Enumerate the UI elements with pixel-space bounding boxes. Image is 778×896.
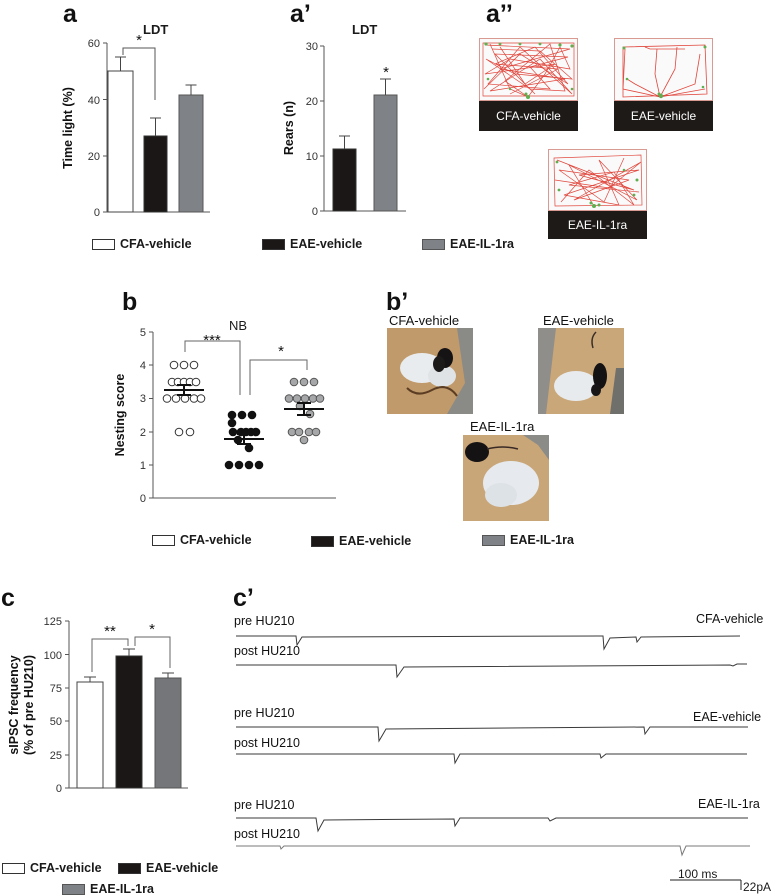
svg-text:3: 3	[140, 393, 146, 405]
legend-swatch	[62, 883, 85, 895]
legend-swatch	[92, 238, 115, 250]
bar-chart-c: sIPSC frequency (% of pre HU210) 125 100…	[7, 616, 188, 795]
chart-title-b: NB	[229, 318, 248, 333]
trace-label-post: post HU210	[234, 827, 301, 841]
svg-text:20: 20	[88, 151, 100, 163]
legend-item-eae-vehicle: EAE-vehicle	[118, 861, 218, 875]
trace-label-pre: pre HU210	[234, 706, 295, 720]
svg-text:20: 20	[306, 96, 318, 108]
legend-item-cfa-vehicle: CFA-vehicle	[92, 237, 192, 251]
svg-text:100: 100	[44, 650, 62, 662]
legend-swatch	[482, 534, 505, 546]
legend-item-eae-il1ra: EAE-IL-1ra	[482, 533, 574, 547]
track-path-icon	[553, 154, 643, 208]
svg-text:60: 60	[88, 38, 100, 50]
svg-text:75: 75	[50, 683, 62, 695]
legend-item-cfa-vehicle: CFA-vehicle	[2, 861, 102, 875]
significance-c-right: *	[149, 621, 155, 638]
legend-item-eae-vehicle: EAE-vehicle	[311, 534, 411, 548]
scale-bar-current-label: 22pA	[743, 880, 772, 894]
bar-cfa-vehicle	[107, 70, 134, 213]
legend-item-eae-il1ra: EAE-IL-1ra	[422, 237, 514, 251]
svg-text:10: 10	[306, 151, 318, 163]
legend-swatch	[2, 862, 25, 874]
significance-b-right: *	[278, 343, 284, 360]
bar-eae-il1ra	[373, 94, 398, 212]
svg-text:1: 1	[140, 460, 146, 472]
significance-c-left: **	[104, 623, 116, 640]
legend-item-eae-vehicle: EAE-vehicle	[262, 237, 362, 251]
panel-label-a-double-prime: a’’	[486, 0, 513, 28]
data-points-cfa-vehicle	[162, 360, 206, 437]
bar-cfa-vehicle	[76, 681, 104, 789]
nest-photo-cfa-vehicle	[387, 328, 473, 414]
track-path-icon	[482, 42, 575, 99]
y-axis-label-c-line2: (% of pre HU210)	[22, 655, 36, 755]
track-path-icon	[622, 44, 708, 99]
legend-swatch	[262, 238, 285, 250]
scatter-chart-b: Nesting score 5 4 3 2 1 0	[113, 327, 336, 505]
panel-label-a: a	[63, 0, 77, 28]
svg-text:125: 125	[44, 616, 62, 628]
svg-text:25: 25	[50, 750, 62, 762]
y-axis-label-c-line1: sIPSC frequency	[7, 655, 21, 754]
bar-chart-a-prime: Rears (n) 30 20 10 0 *	[282, 41, 406, 218]
track-label: CFA-vehicle	[479, 101, 578, 131]
trace-group-label: EAE-IL-1ra	[698, 797, 760, 811]
nest-photo-eae-il1ra	[463, 435, 549, 521]
trace-label-post: post HU210	[234, 736, 301, 750]
svg-text:30: 30	[306, 41, 318, 53]
track-label: EAE-vehicle	[614, 101, 713, 131]
bar-eae-vehicle	[143, 135, 168, 213]
legend-swatch	[118, 862, 141, 874]
panel-label-b-prime: b’	[386, 288, 409, 316]
photo-caption: CFA-vehicle	[389, 313, 460, 328]
panel-label-b: b	[122, 288, 138, 316]
chart-title-a: LDT	[143, 22, 169, 37]
svg-text:4: 4	[140, 360, 146, 372]
svg-text:5: 5	[140, 327, 146, 339]
photo-caption: EAE-vehicle	[543, 313, 614, 328]
sipsc-traces	[236, 635, 750, 890]
bar-chart-a: Time light (%) 60 40 20 0 *	[61, 32, 210, 219]
chart-title-a-prime: LDT	[352, 22, 378, 37]
y-axis-label-a: Time light (%)	[61, 87, 75, 169]
significance-a-prime: *	[383, 64, 389, 81]
trace-label-pre: pre HU210	[234, 798, 295, 812]
legend-swatch	[311, 535, 334, 547]
panel-label-a-prime: a’	[290, 0, 311, 28]
svg-text:0: 0	[94, 207, 100, 219]
trace-group-label: EAE-vehicle	[693, 710, 762, 724]
significance-a: *	[136, 32, 142, 49]
trace-group-label: CFA-vehicle	[696, 612, 764, 626]
panel-label-c: c	[1, 584, 15, 612]
nest-photo-eae-vehicle	[538, 328, 624, 414]
y-axis-label-b: Nesting score	[113, 374, 127, 457]
svg-text:40: 40	[88, 95, 100, 107]
panel-label-c-prime: c’	[233, 584, 254, 612]
legend-item-cfa-vehicle: CFA-vehicle	[152, 533, 252, 547]
svg-text:50: 50	[50, 716, 62, 728]
track-label: EAE-IL-1ra	[548, 211, 647, 239]
y-axis-label-a-prime: Rears (n)	[282, 101, 296, 155]
legend-swatch	[422, 238, 445, 250]
legend-swatch	[152, 534, 175, 546]
svg-text:0: 0	[140, 493, 146, 505]
bar-eae-vehicle	[332, 148, 357, 212]
bar-eae-il1ra	[178, 94, 204, 213]
bar-eae-il1ra	[154, 677, 182, 789]
trace-label-post: post HU210	[234, 644, 301, 658]
scale-bar-time-label: 100 ms	[678, 867, 718, 881]
legend-item-eae-il1ra: EAE-IL-1ra	[62, 882, 154, 896]
svg-text:0: 0	[312, 206, 318, 218]
svg-text:0: 0	[56, 783, 62, 795]
trace-label-pre: pre HU210	[234, 614, 295, 628]
significance-b-left: ***	[203, 332, 221, 349]
photo-caption: EAE-IL-1ra	[470, 419, 535, 434]
bar-eae-vehicle	[115, 655, 143, 789]
svg-text:2: 2	[140, 427, 146, 439]
